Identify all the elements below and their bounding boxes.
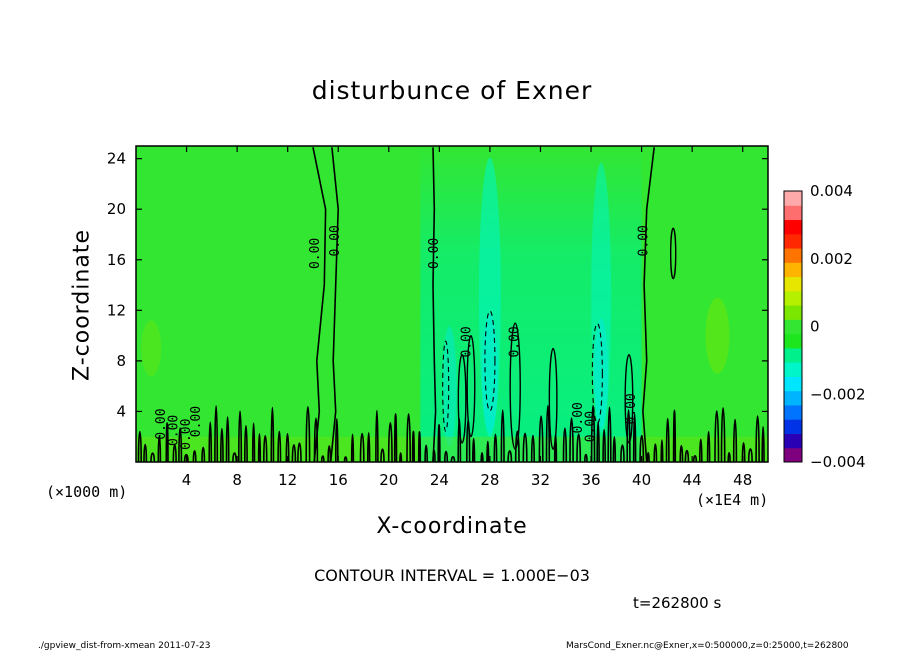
colorbar-swatch bbox=[784, 191, 802, 206]
colorbar-swatch bbox=[784, 233, 802, 249]
contour-lines bbox=[137, 147, 765, 463]
y-tick-label: 24 bbox=[107, 150, 126, 168]
y-tick-label: 20 bbox=[107, 200, 126, 218]
time-label: t=262800 s bbox=[633, 594, 722, 612]
x-tick-label: 12 bbox=[278, 471, 297, 489]
x-tick-label: 44 bbox=[683, 471, 702, 489]
colorbar-swatch bbox=[784, 219, 802, 235]
contour-zero-vertical bbox=[329, 147, 340, 463]
contour-label: 0.00 bbox=[571, 402, 586, 433]
contour-negative bbox=[591, 322, 603, 425]
positive-patch bbox=[141, 320, 162, 377]
contour-negative bbox=[442, 340, 450, 432]
y-tick-label: 12 bbox=[107, 301, 126, 319]
colorbar-swatch bbox=[784, 362, 802, 377]
contour-label: 0.00 bbox=[154, 408, 169, 439]
y-axis-label: Z-coordinate bbox=[69, 229, 95, 381]
x-unit-label-left: (×1000 m) bbox=[46, 483, 128, 501]
colorbar-label: −0.004 bbox=[810, 453, 866, 471]
negative-core bbox=[594, 318, 609, 429]
x-tick-label: 36 bbox=[581, 471, 600, 489]
y-tick-label: 4 bbox=[116, 402, 126, 420]
colorbar-swatch bbox=[784, 305, 802, 320]
negative-core bbox=[591, 162, 612, 433]
colorbar-label: 0.002 bbox=[810, 250, 853, 268]
contour-label: 0.00 bbox=[637, 225, 652, 256]
contour-label: 0.00 bbox=[166, 415, 181, 446]
positive-patch bbox=[705, 297, 730, 374]
contour-loop bbox=[509, 322, 521, 450]
contour-interval: CONTOUR INTERVAL = 1.000E−03 bbox=[314, 566, 590, 585]
x-tick-label: 48 bbox=[733, 471, 752, 489]
x-unit-label-right: (×1E4 m) bbox=[696, 491, 769, 509]
colorbar-swatch bbox=[784, 248, 802, 263]
colorbar: 0.004 0.002 0 −0.002 −0.004 bbox=[783, 182, 866, 471]
contour-loop bbox=[669, 227, 677, 280]
colorbar-swatch bbox=[784, 390, 802, 406]
contour-negative bbox=[484, 310, 496, 412]
chart-title: disturbunce of Exner bbox=[311, 76, 593, 105]
contour-surface-zero bbox=[137, 405, 765, 463]
x-tick-label: 16 bbox=[329, 471, 348, 489]
contour-label: 0.00 bbox=[508, 326, 523, 357]
colorbar-swatch bbox=[784, 205, 802, 221]
contour-label: 0.00 bbox=[624, 393, 639, 424]
colorbar-label: 0 bbox=[810, 318, 820, 336]
colorbar-swatch bbox=[784, 290, 802, 306]
negative-core bbox=[442, 326, 457, 447]
colorbar-swatch bbox=[784, 419, 802, 434]
contour-label: 0.00 bbox=[427, 238, 442, 269]
contour-zero-vertical bbox=[312, 147, 327, 463]
contour-label: 0.00 bbox=[460, 326, 475, 357]
x-tick-label: 32 bbox=[531, 471, 550, 489]
contour-label: 0.00 bbox=[179, 419, 194, 450]
x-tick-label: 20 bbox=[379, 471, 398, 489]
x-tick-label: 24 bbox=[430, 471, 449, 489]
colorbar-swatch bbox=[784, 333, 802, 349]
contour-loop bbox=[457, 353, 467, 444]
colorbar-swatch bbox=[784, 276, 802, 292]
x-axis-label: X-coordinate bbox=[376, 514, 528, 539]
contour-zero-vertical bbox=[642, 147, 655, 463]
contour-label: 0.00 bbox=[308, 238, 323, 269]
colorbar-frame bbox=[783, 190, 803, 463]
contour-label: 0.00 bbox=[189, 406, 204, 437]
contour-loop bbox=[624, 353, 634, 444]
contour-label: 0.00 bbox=[328, 225, 343, 256]
footer-left: ./gpview_dist-from-xmean 2011-07-23 bbox=[38, 641, 211, 651]
x-tick-label: 28 bbox=[480, 471, 499, 489]
plot-frame bbox=[135, 145, 769, 463]
contour-labels: 0.00 0.00 0.00 0.000.00 0.000.00 0.00 0.00 0.00… bbox=[154, 225, 652, 450]
x-tick-label: 8 bbox=[232, 471, 242, 489]
contour-loop bbox=[466, 335, 476, 438]
contour-loop bbox=[548, 347, 558, 450]
colorbar-label: 0.004 bbox=[810, 182, 853, 200]
colorbar-swatch bbox=[784, 447, 802, 463]
negative-core bbox=[481, 313, 498, 434]
colorbar-swatch bbox=[784, 404, 802, 420]
x-tick-label: 4 bbox=[182, 471, 192, 489]
footer-right: MarsCond_Exner.nc@Exner,x=0:500000,z=0:2… bbox=[566, 641, 849, 651]
colorbar-label: −0.002 bbox=[810, 385, 866, 403]
y-tick-label: 8 bbox=[116, 352, 126, 370]
plot-field bbox=[136, 146, 768, 462]
colorbar-swatch bbox=[784, 262, 802, 278]
colorbar-swatch bbox=[784, 319, 802, 335]
colorbar-swatch bbox=[784, 376, 802, 392]
y-tick-label: 16 bbox=[107, 251, 126, 269]
x-tick-label: 40 bbox=[632, 471, 651, 489]
contour-zero-vertical bbox=[432, 147, 437, 463]
colorbar-swatch bbox=[784, 347, 802, 363]
colorbar-swatch bbox=[784, 433, 802, 449]
contour-label: 0.00 bbox=[584, 411, 599, 442]
